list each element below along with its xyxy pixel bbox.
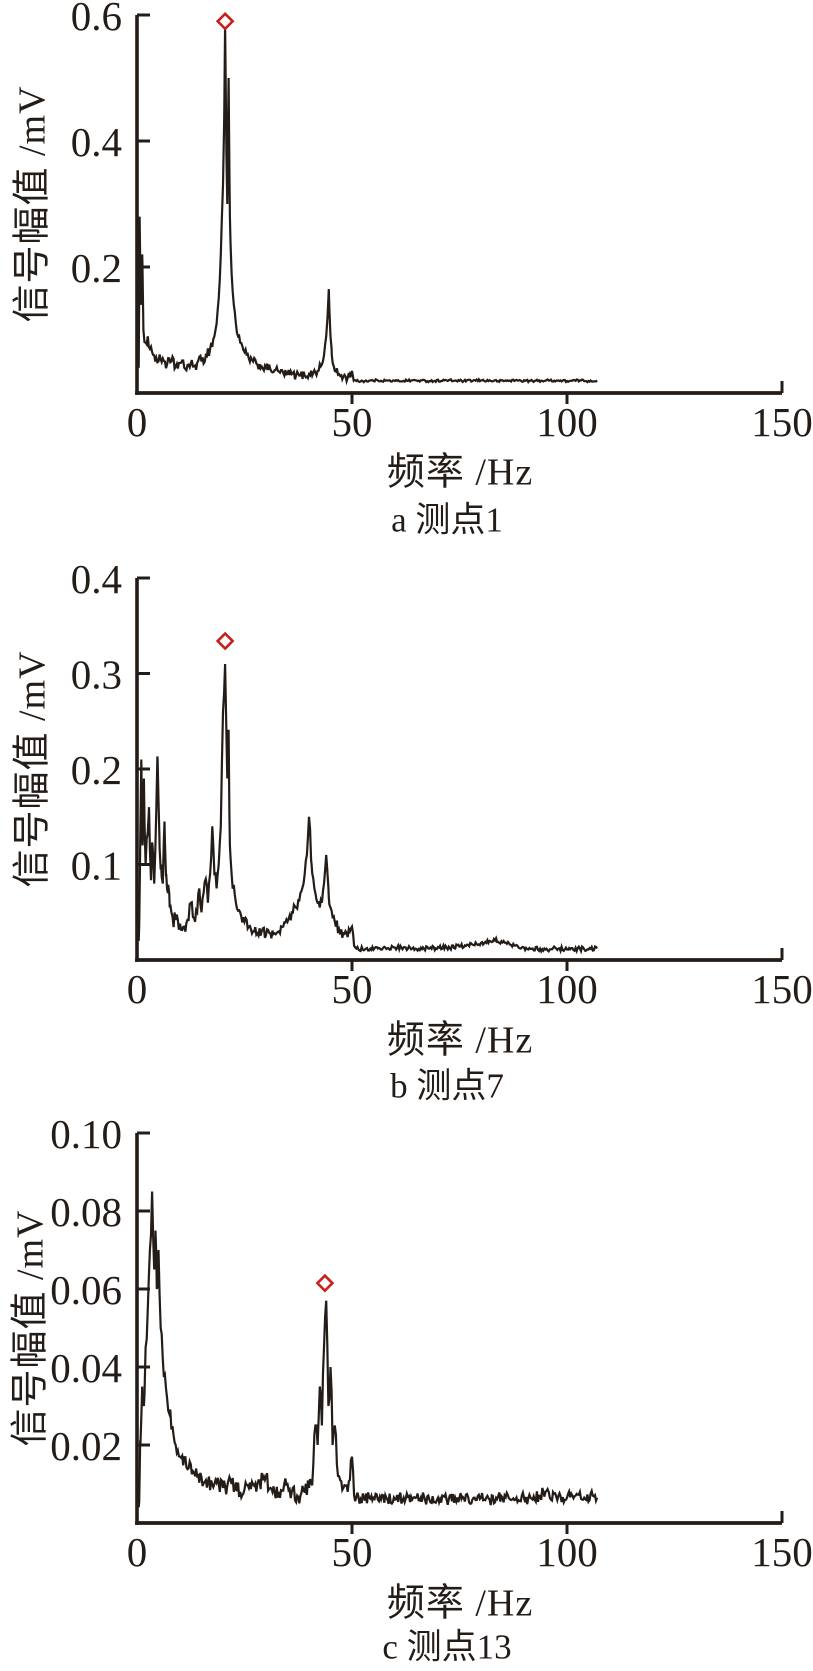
x-tick-label: 150 — [751, 1529, 813, 1575]
y-tick-label: 0.4 — [71, 119, 122, 165]
x-tick-label: 150 — [751, 399, 813, 445]
chart-c-x-axis-title: 频率 /Hz — [386, 1582, 534, 1625]
chart-a: 0.2 0.4 0.6 0 50 100 150 — [71, 0, 813, 445]
x-tick-label: 100 — [536, 1529, 598, 1575]
chart-c-caption: c 测点13 — [382, 1627, 512, 1667]
chart-b-y-axis-title: 信号幅值 /mV — [11, 650, 54, 888]
chart-b-x-axis-title: 频率 /Hz — [386, 1019, 534, 1062]
y-tick-label: 0.08 — [50, 1189, 122, 1235]
y-tick-label: 0.04 — [50, 1345, 122, 1391]
y-tick-label: 0.1 — [71, 842, 122, 888]
x-tick-label: 0 — [127, 966, 148, 1012]
y-tick-label: 0.3 — [71, 651, 122, 697]
x-tick-label: 50 — [332, 1529, 373, 1575]
spectrum-curve — [137, 24, 598, 386]
chart-b-caption: b 测点7 — [390, 1066, 504, 1106]
y-tick-label: 0.2 — [71, 747, 122, 793]
peak-marker-diamond — [315, 1273, 335, 1293]
x-tick-label: 50 — [332, 966, 373, 1012]
y-tick-label: 0.06 — [50, 1267, 122, 1313]
x-tick-label: 50 — [332, 399, 373, 445]
y-tick-label: 0.6 — [71, 0, 122, 39]
spectrum-curve — [137, 663, 599, 955]
peak-marker-diamond — [215, 11, 235, 31]
y-tick-label: 0.10 — [50, 1111, 122, 1157]
x-tick-label: 0 — [127, 399, 148, 445]
chart-a-caption: a 测点1 — [391, 500, 503, 540]
x-tick-label: 100 — [536, 966, 598, 1012]
x-tick-label: 150 — [751, 966, 813, 1012]
x-tick-label: 100 — [536, 399, 598, 445]
chart-c-y-axis-title: 信号幅值 /mV — [9, 1209, 52, 1447]
y-tick-label: 0.02 — [50, 1423, 122, 1469]
peak-marker-diamond — [215, 631, 235, 651]
x-tick-label: 0 — [127, 1529, 148, 1575]
chart-c: 0.02 0.04 0.06 0.08 0.10 0 50 100 150 — [50, 1111, 813, 1575]
chart-a-x-axis-title: 频率 /Hz — [386, 451, 534, 494]
spectrum-curve — [137, 1191, 599, 1508]
chart-b: 0.1 0.2 0.3 0.4 0 50 100 150 — [71, 556, 813, 1012]
y-tick-label: 0.2 — [71, 245, 122, 291]
y-tick-label: 0.4 — [71, 556, 122, 602]
chart-a-y-axis-title: 信号幅值 /mV — [11, 85, 54, 323]
